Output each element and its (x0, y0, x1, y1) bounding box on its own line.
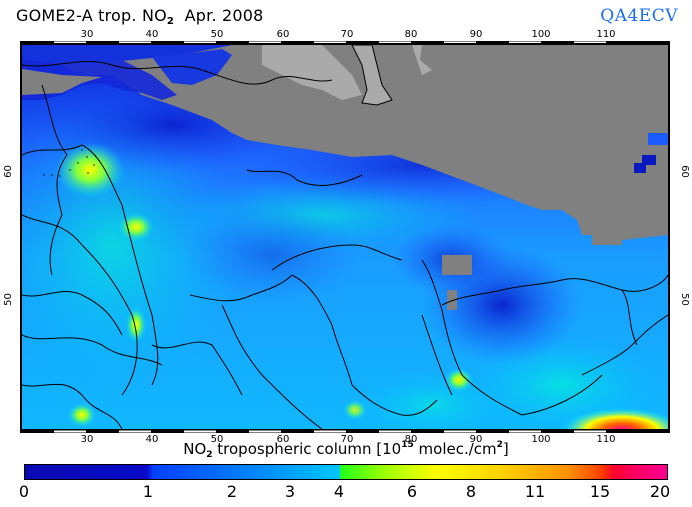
no2-map (20, 43, 670, 431)
colorbar-tick: 3 (284, 482, 296, 501)
map-title: GOME2-A trop. NO2 Apr. 2008 (16, 6, 264, 27)
x-tick: 30 (80, 434, 94, 445)
y-tick-left: 50 (2, 293, 14, 306)
label-sub: 2 (206, 450, 213, 460)
colorbar-tick: 6 (406, 482, 418, 501)
top-axis-bar (20, 41, 670, 44)
colorbar-tick: 15 (589, 482, 611, 501)
colorbar-warm (340, 464, 668, 480)
label-sup: 15 (401, 440, 414, 450)
x-tick: 60 (276, 29, 290, 40)
map-raster (22, 45, 668, 429)
y-tick-left: 60 (2, 165, 14, 178)
bottom-axis-bar (20, 430, 670, 433)
colorbar-label: NO2 tropospheric column [1015 molec./cm2… (0, 440, 692, 460)
x-tick: 90 (469, 434, 483, 445)
x-tick: 50 (210, 29, 224, 40)
colorbar-tick: 2 (226, 482, 238, 501)
label-part: ] (502, 440, 509, 458)
label-part: tropospheric column [10 (212, 440, 402, 458)
colorbar-tick: 20 (649, 482, 671, 501)
title-date: Apr. 2008 (174, 6, 264, 25)
label-part: molec./cm (413, 440, 497, 458)
x-tick: 100 (531, 434, 551, 445)
x-tick: 70 (340, 434, 354, 445)
x-tick: 100 (531, 29, 551, 40)
colorbar-tick: 1 (142, 482, 154, 501)
x-tick: 110 (596, 29, 616, 40)
x-tick: 110 (596, 434, 616, 445)
x-tick: 70 (340, 29, 354, 40)
label-sup: 2 (496, 440, 503, 450)
x-tick: 30 (80, 29, 94, 40)
x-tick: 90 (469, 29, 483, 40)
x-tick: 40 (145, 434, 159, 445)
x-tick: 80 (404, 29, 418, 40)
title-text: GOME2-A trop. NO (16, 6, 167, 25)
x-tick: 80 (404, 434, 418, 445)
colorbar-tick: 0 (18, 482, 30, 501)
colorbar-tick: 8 (465, 482, 477, 501)
y-tick-right: 60 (678, 165, 690, 178)
title-subscript: 2 (166, 16, 175, 27)
brand-label: QA4ECV (600, 6, 678, 26)
x-tick: 60 (276, 434, 290, 445)
colorbar-tick: 4 (333, 482, 345, 501)
colorbar-tick: 11 (524, 482, 546, 501)
label-part: NO (183, 440, 207, 458)
y-tick-right: 50 (678, 293, 690, 306)
x-tick: 40 (145, 29, 159, 40)
x-tick: 50 (210, 434, 224, 445)
